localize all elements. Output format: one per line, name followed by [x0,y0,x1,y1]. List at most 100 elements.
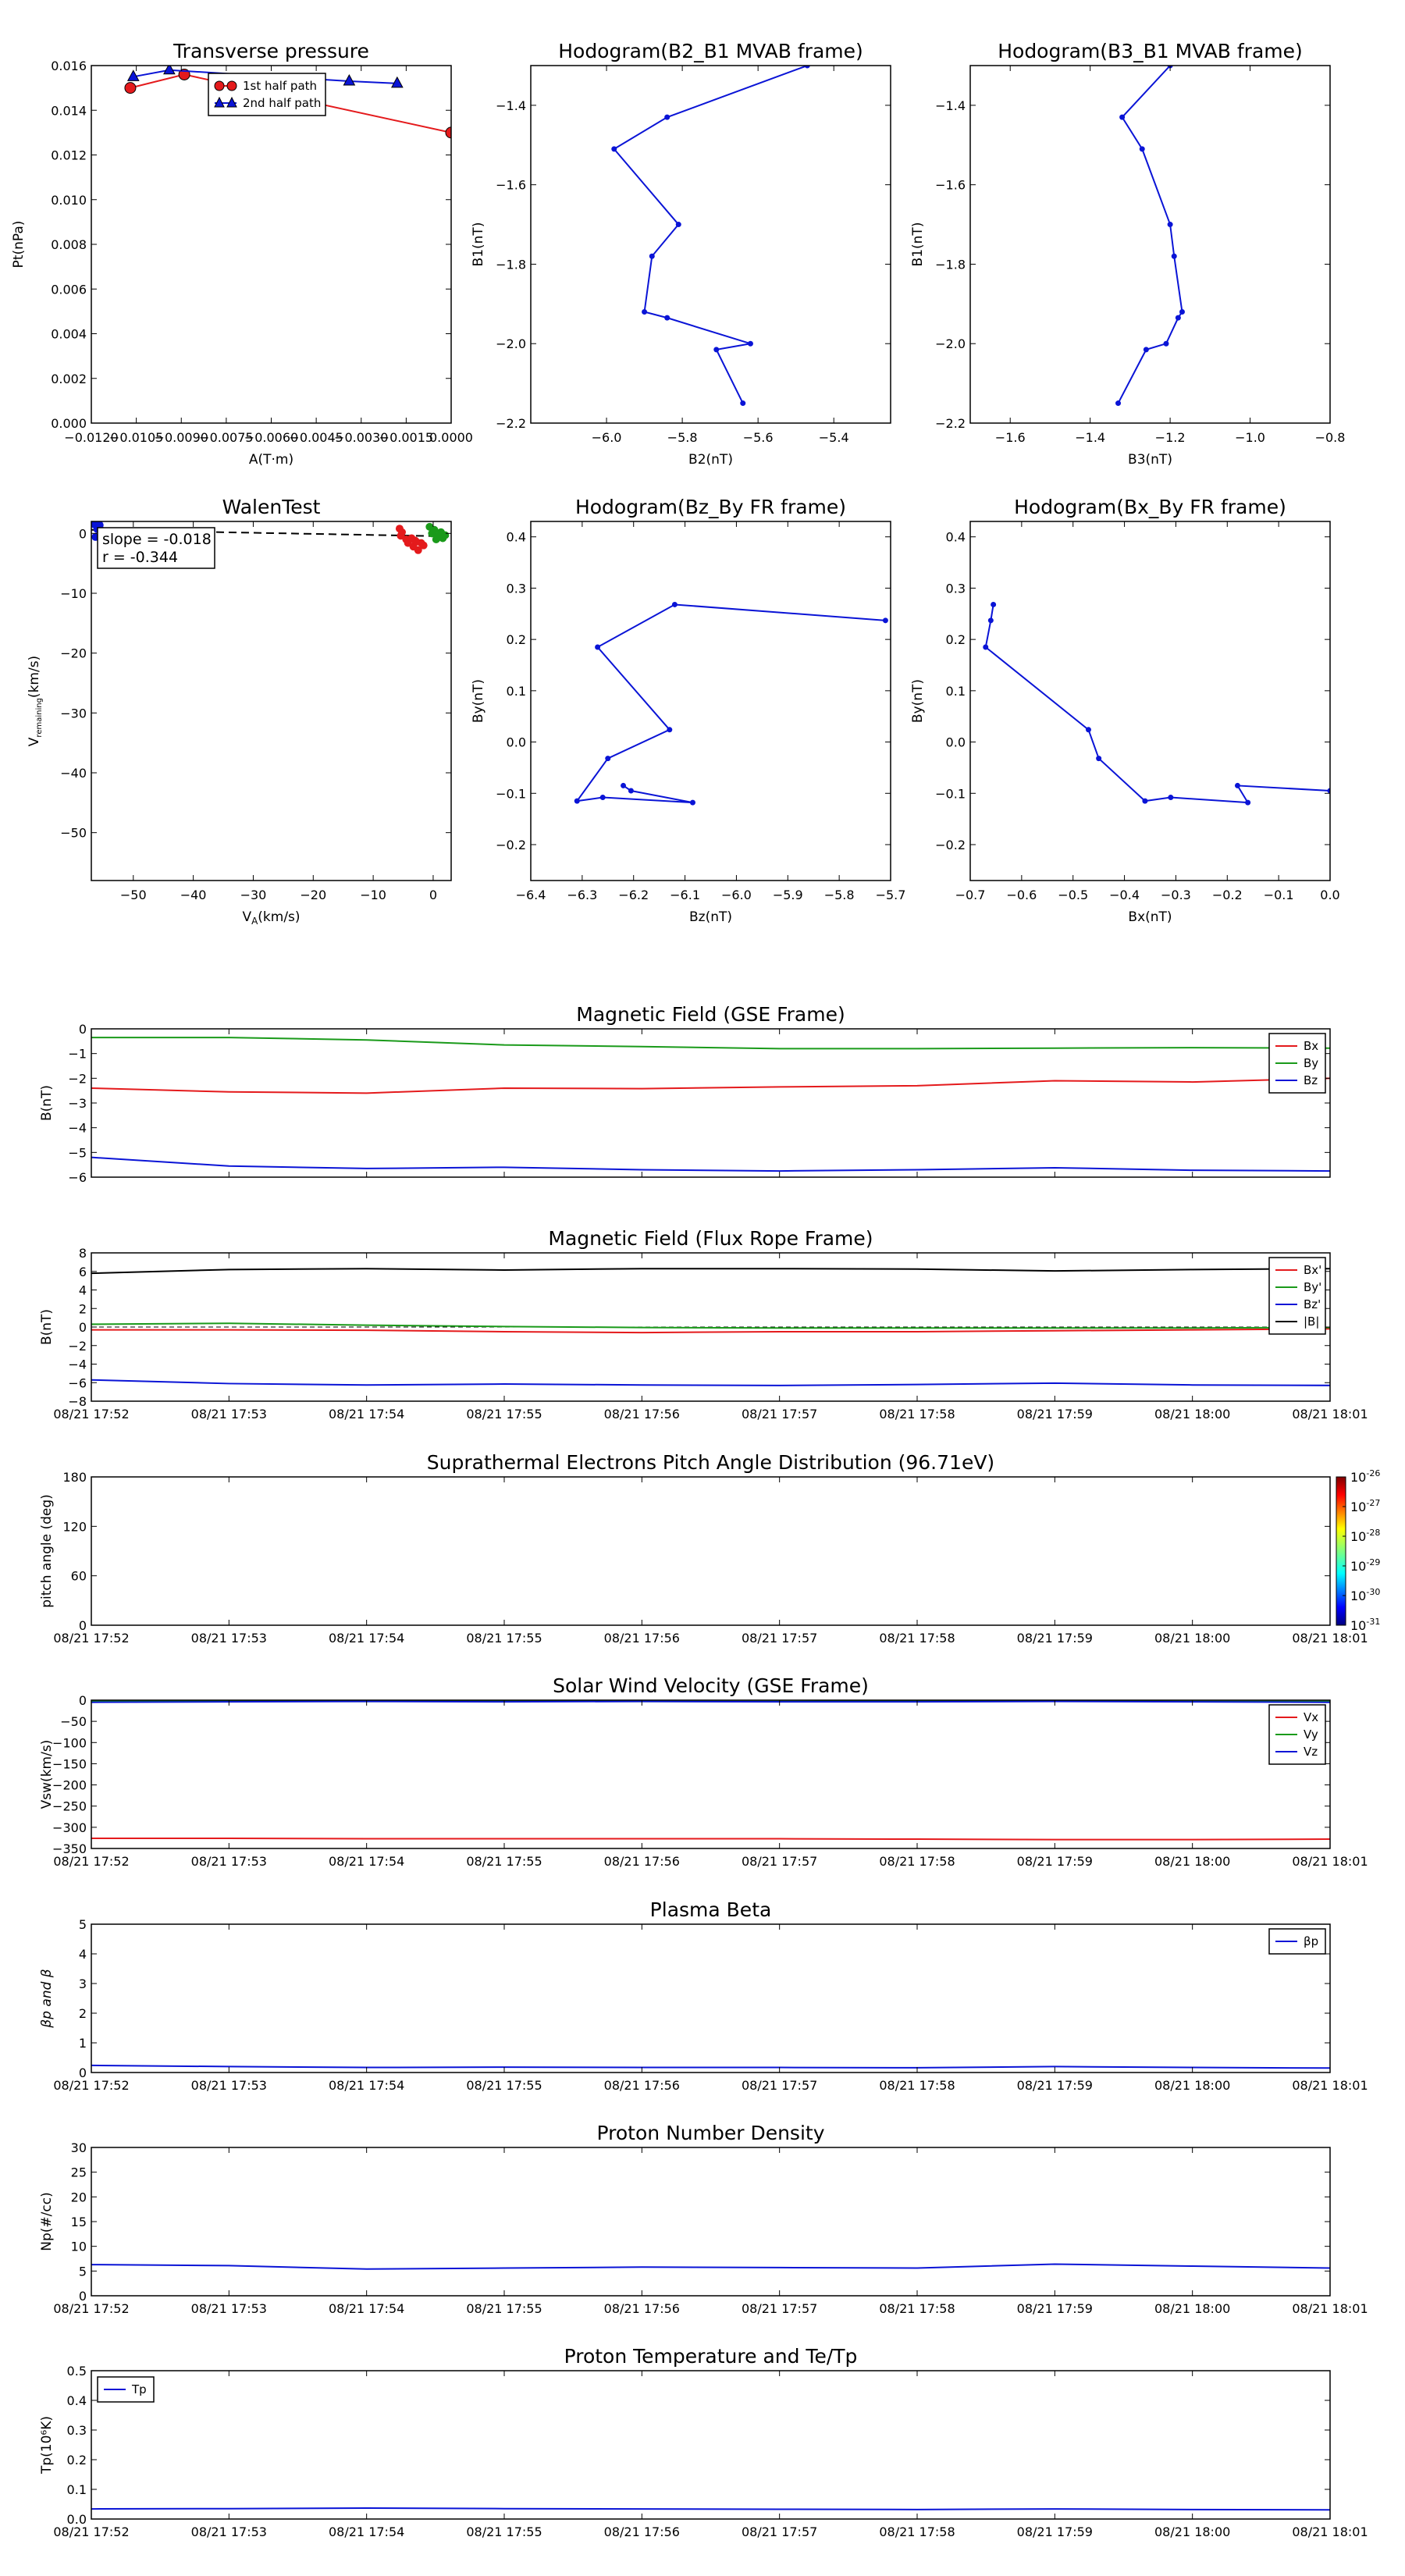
x-tick-label: 0.0 [1320,888,1339,902]
y-tick-label: −50 [60,826,87,841]
legend: Tp [97,2376,155,2403]
axes-frame [91,65,452,424]
series-Bz [91,1156,1330,1172]
x-tick-label: 08/21 17:55 [466,2524,542,2539]
fit-line [91,528,451,538]
x-tick-label: 08/21 17:58 [879,2524,955,2539]
data-point [445,126,451,139]
legend: βp [1268,1928,1326,1955]
y-tick-label: 6 [79,1265,87,1279]
chart-title: Hodogram(Bz_By FR frame) [575,496,846,518]
data-point [397,532,405,540]
x-tick-label: 08/21 17:56 [604,2524,680,2539]
series-line [1117,66,1183,404]
x-tick-label: 08/21 17:55 [466,1854,542,1869]
legend-label: βp [1304,1934,1318,1948]
x-tick-label: −0.1 [1264,888,1294,902]
data-point [740,400,746,407]
y-tick-label: 15 [71,2215,87,2229]
x-tick-label: 08/21 17:56 [604,2078,680,2093]
y-tick-label: 120 [62,1519,87,1534]
data-point [611,146,617,152]
y-tick-label: −300 [52,1820,87,1835]
x-tick-label: 08/21 17:55 [466,1407,542,1421]
y-axis-label: Pt(nPa) [11,221,27,269]
y-axis-label: B1(nT) [471,222,486,267]
x-tick-label: 08/21 17:59 [1017,2301,1093,2316]
x-tick-label: 08/21 17:58 [879,1407,955,1421]
y-tick-label: −5 [68,1145,87,1160]
y-tick-label: 4 [79,1283,87,1298]
colorbar-label: 10-27 [1350,1498,1380,1514]
x-tick-label: −5.7 [876,888,906,902]
y-tick-label: 30 [71,2140,87,2155]
x-axis-label: A(T·m) [249,452,293,468]
y-tick-label: 8 [79,1246,87,1261]
data-point [675,222,681,228]
data-point [1179,309,1185,315]
axes-frame [530,65,891,424]
x-tick-label: 08/21 17:57 [742,1407,817,1421]
x-tick-label: 08/21 18:00 [1154,2078,1230,2093]
y-tick-label: 0.014 [51,103,87,118]
data-point [747,340,753,347]
y-axis-label: Vremaining(km/s) [27,656,44,746]
y-tick-label: 2 [79,2006,87,2021]
x-tick-label: 08/21 17:56 [604,1854,680,1869]
y-tick-label: −0.2 [496,838,526,852]
series-line [91,2263,1330,2270]
y-axis-label: pitch angle (deg) [39,1494,55,1608]
series-line [91,1322,1330,1329]
y-tick-label: −1.6 [496,178,526,193]
data-point [882,617,888,624]
x-tick-label: −1.4 [1075,430,1105,445]
x-tick-label: −0.5 [1058,888,1088,902]
x-tick-label: −0.0105 [109,430,163,445]
x-tick-label: 08/21 18:00 [1154,2301,1230,2316]
data-point [1096,756,1102,762]
data-point [419,541,428,550]
series-Vx [91,1837,1330,1841]
chart-title: Hodogram(B3_B1 MVAB frame) [998,40,1303,62]
y-tick-label: 0 [79,2065,87,2080]
chart-title: Hodogram(Bx_By FR frame) [1014,496,1286,518]
x-tick-label: −6.2 [618,888,649,902]
x-tick-label: −0.0015 [379,430,433,445]
x-tick-label: 08/21 17:53 [191,2524,267,2539]
data-point [1168,795,1174,801]
x-tick-label: −30 [240,888,267,902]
x-tick-label: 08/21 17:52 [53,1407,129,1421]
data-point [667,727,673,733]
y-tick-label: −6 [68,1375,87,1390]
y-axis-label: By(nT) [471,679,486,723]
chart-title: Transverse pressure [173,40,369,62]
series-line [91,1700,1330,1703]
y-tick-label: 0.0 [67,2512,87,2527]
data-point [1115,400,1122,407]
y-tick-label: −1 [68,1047,87,1062]
x-tick-label: −50 [120,888,147,902]
data-point [991,601,997,607]
data-point [1245,799,1251,806]
series-Bz' [91,1379,1330,1386]
y-tick-label: 5 [79,2264,87,2279]
x-tick-label: −6.3 [567,888,597,902]
x-tick-label: −1.0 [1235,430,1265,445]
y-tick-label: −30 [60,706,87,720]
x-tick-label: 08/21 17:52 [53,2524,129,2539]
y-axis-label: Vsw(km/s) [39,1740,55,1809]
y-tick-label: −0.2 [935,838,966,852]
x-tick-label: −5.8 [824,888,855,902]
x-tick-label: 08/21 17:52 [53,2078,129,2093]
x-tick-label: 08/21 17:52 [53,1854,129,1869]
legend: 1st half path 2nd half path [208,73,326,116]
x-tick-label: 08/21 17:53 [191,1407,267,1421]
series-1st half path [124,68,451,139]
chart-fr1: Hodogram(Bz_By FR frame) −0.2 −0.1 0.0 0.1 0.… [471,496,905,925]
x-tick-label: −6.1 [670,888,700,902]
x-tick-label: −0.8 [1315,430,1346,445]
series-Bx' [91,1328,1330,1334]
y-tick-label: 0.004 [51,327,87,342]
series-line [613,66,808,404]
y-tick-label: −1.4 [935,98,966,113]
